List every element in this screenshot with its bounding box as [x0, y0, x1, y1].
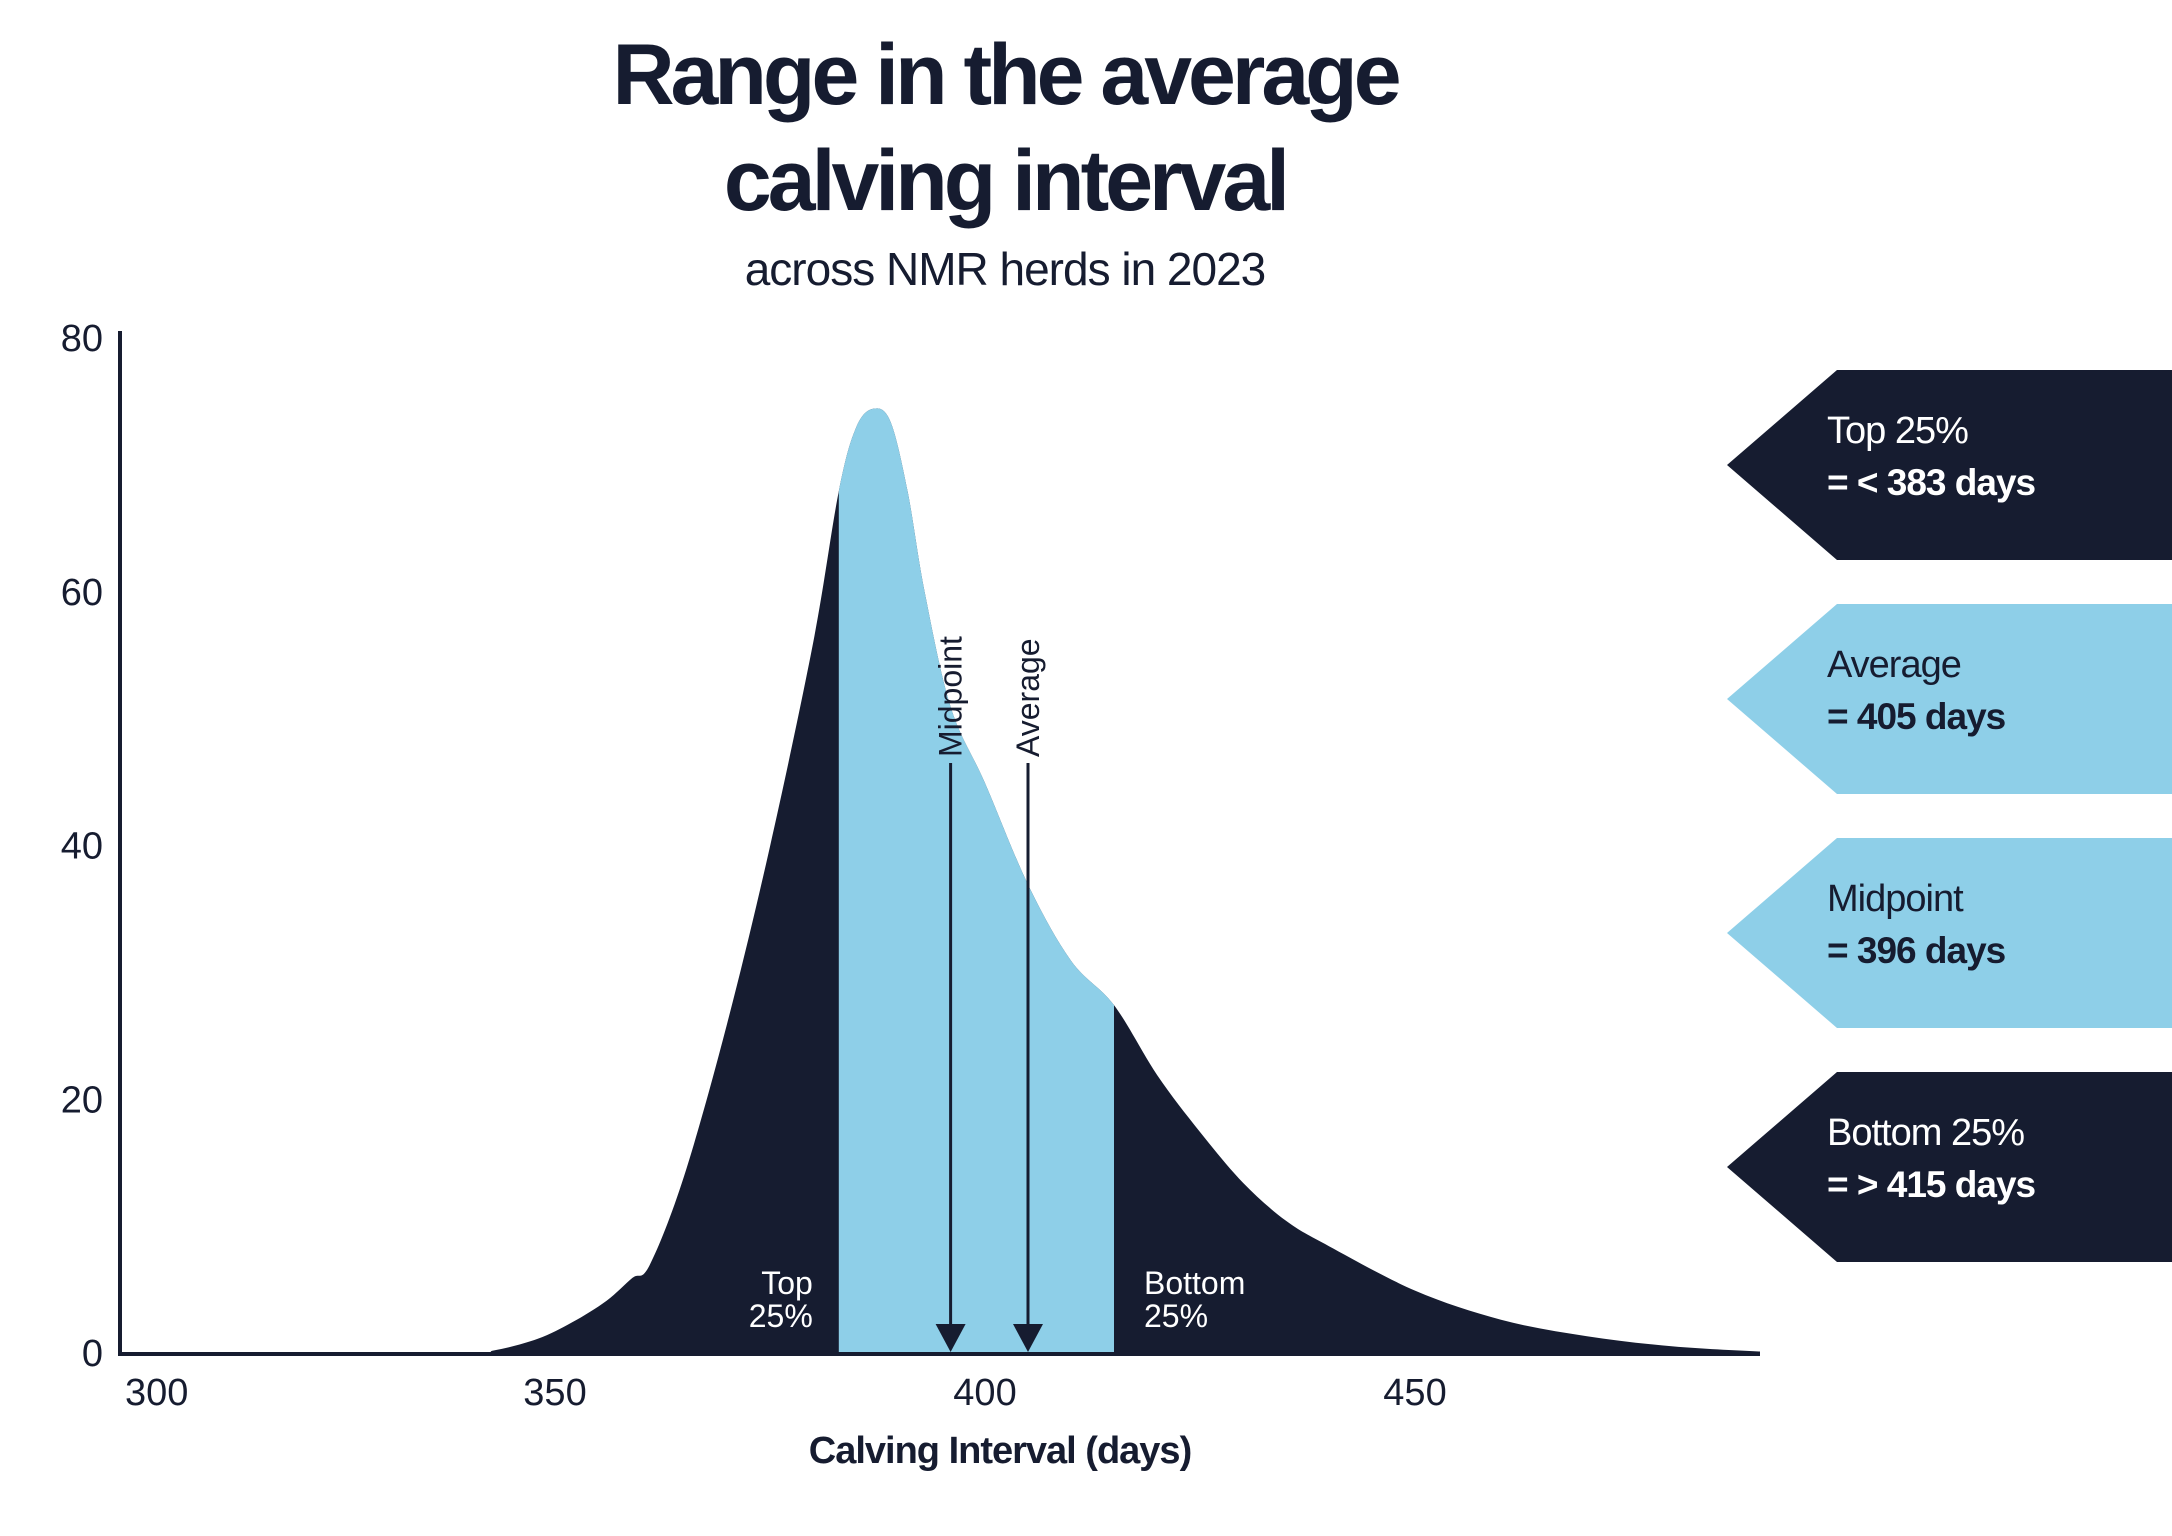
- callout-value: = 396 days: [1827, 930, 2006, 971]
- callout-arrow-shape: [1727, 1072, 2172, 1262]
- bottom-25-band-label: 25%: [1144, 1298, 1208, 1334]
- y-tick-label-40: 40: [61, 826, 103, 868]
- marker-average-label: Average: [1010, 638, 1046, 757]
- callout-bottom-25: Bottom 25% = > 415 days: [1727, 1072, 2172, 1262]
- y-tick-label-60: 60: [61, 572, 103, 614]
- callout-label: Midpoint: [1827, 878, 1964, 920]
- marker-average: Average: [1010, 638, 1046, 1352]
- y-tick-label-80: 80: [61, 318, 103, 360]
- arrow-down-icon: [1013, 1324, 1043, 1352]
- callout-label: Top 25%: [1827, 410, 1969, 452]
- chart-title-line-2: calving interval: [723, 133, 1290, 229]
- marker-midpoint: Midpoint: [933, 636, 969, 1352]
- callout-label: Average: [1827, 644, 1962, 686]
- callout-average: Average = 405 days: [1727, 604, 2172, 794]
- top-25-band-label: Top: [761, 1265, 813, 1301]
- x-axis-title: Calving Interval (days): [808, 1430, 1192, 1472]
- callout-value: = > 415 days: [1827, 1164, 2036, 1205]
- y-tick-label-0: 0: [82, 1333, 103, 1375]
- chart-subtitle: across NMR herds in 2023: [744, 243, 1267, 295]
- x-tick-label-400: 400: [953, 1372, 1016, 1414]
- bottom-25-band-label: Bottom: [1144, 1265, 1245, 1301]
- chart-title-line-1: Range in the average: [612, 27, 1401, 123]
- callout-label: Bottom 25%: [1827, 1112, 2025, 1154]
- callout-value: = < 383 days: [1827, 462, 2036, 503]
- marker-arrows: Midpoint Average: [933, 636, 1046, 1352]
- x-tick-label-450: 450: [1383, 1372, 1446, 1414]
- distribution-fill: [125, 408, 1760, 1355]
- callout-value: = 405 days: [1827, 696, 2006, 737]
- x-tick-label-350: 350: [523, 1372, 586, 1414]
- chart-title: Range in the average calving interval: [0, 22, 2010, 234]
- axes: 020406080300350400450500: [61, 318, 1760, 1414]
- arrow-down-icon: [935, 1324, 966, 1352]
- callout-top-25: Top 25% = < 383 days: [1727, 370, 2172, 560]
- top-25-band-label: 25%: [749, 1298, 813, 1334]
- distribution-chart: 020406080300350400450500 MidpointAverage…: [61, 318, 1760, 1414]
- x-tick-label-300: 300: [125, 1372, 188, 1414]
- callout-arrow-shape: [1727, 370, 2172, 560]
- callout-midpoint: Midpoint = 396 days: [1727, 838, 2172, 1028]
- middle-50-band: [838, 408, 1114, 1354]
- y-tick-label-20: 20: [61, 1079, 103, 1121]
- callout-arrow-shape: [1727, 838, 2172, 1028]
- callout-arrow-shape: [1727, 604, 2172, 794]
- marker-midpoint-label: Midpoint: [933, 636, 969, 757]
